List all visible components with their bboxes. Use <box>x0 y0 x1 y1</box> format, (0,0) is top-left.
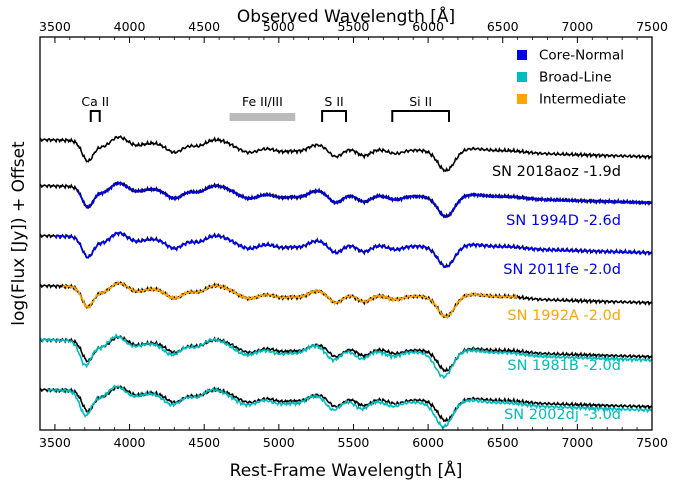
spectrum-line-3 <box>62 280 518 319</box>
x-tick-label-top: 7000 <box>561 19 593 34</box>
x-tick-label-bottom: 4000 <box>114 435 146 450</box>
y-axis-label: log(Flux [Jy]) + Offset <box>9 141 29 326</box>
spectrum-line-2 <box>54 231 653 269</box>
spectrum-label: SN 2018aoz -1.9d <box>492 164 621 180</box>
x-tick-label-top: 6500 <box>487 19 519 34</box>
x-tick-label-top: 4000 <box>114 19 146 34</box>
x-tick-label-bottom: 5000 <box>263 435 295 450</box>
line-id-bar <box>229 113 296 121</box>
legend-swatch <box>517 72 527 82</box>
spectrum-label: SN 1981B -2.0d <box>507 358 621 374</box>
spectrum-line-5 <box>46 384 653 430</box>
spectrum-label: SN 2002dj -3.0d <box>504 407 621 423</box>
line-id-bracket <box>391 110 450 122</box>
x-tick-label-top: 7500 <box>636 19 668 34</box>
spectrum-line-0 <box>39 135 653 173</box>
plot-frame <box>39 36 653 431</box>
spectrum-label: SN 2011fe -2.0d <box>503 262 621 278</box>
legend-label: Core-Normal <box>539 48 624 64</box>
line-id-label: Ca II <box>81 94 109 109</box>
x-tick-label-top: 6000 <box>412 19 444 34</box>
x-tick-label-bottom: 5500 <box>338 435 370 450</box>
legend-swatch <box>517 50 527 60</box>
legend-label: Broad-Line <box>539 70 612 86</box>
x-tick-label-top: 5500 <box>338 19 370 34</box>
legend-swatch <box>517 94 527 104</box>
x-tick-label-bottom: 6000 <box>412 435 444 450</box>
spectrum-label: SN 1992A -2.0d <box>507 308 621 324</box>
spectrum-labels: SN 2018aoz -1.9d SN 1994D -2.6d SN 2011fe … <box>492 164 621 423</box>
spectra-curves <box>39 135 653 430</box>
x-tick-label-bottom: 4500 <box>188 435 220 450</box>
x-tick-label-top: 3500 <box>39 19 71 34</box>
line-identifications: Ca II Fe II/III S II Si II <box>81 94 450 122</box>
x-tick-label-bottom: 3500 <box>39 435 71 450</box>
x-tick-label-bottom: 6500 <box>487 435 519 450</box>
reference-spectrum-line <box>39 181 653 219</box>
line-id-label: Fe II/III <box>242 94 283 109</box>
x-tick-label-bottom: 7500 <box>636 435 668 450</box>
x-tick-label-bottom: 7000 <box>561 435 593 450</box>
x-tick-label-top: 5000 <box>263 19 295 34</box>
x-tick-label-top: 4500 <box>188 19 220 34</box>
spectrum-line-4 <box>39 333 653 380</box>
line-id-label: S II <box>324 94 343 109</box>
line-id-label: Si II <box>409 94 432 109</box>
x-axis-label-bottom: Rest-Frame Wavelength [Å] <box>230 459 463 481</box>
spectrum-line-1 <box>76 181 653 219</box>
legend: Core-Normal Broad-Line Intermediate <box>517 48 626 108</box>
legend-label: Intermediate <box>539 92 626 108</box>
x-axis-label-top: Observed Wavelength [Å] <box>237 5 455 27</box>
axis-ticks: 3500 4000 4500 5000 5500 6000 6500 7000 7500 3500… <box>39 19 668 450</box>
line-id-bracket <box>321 110 347 122</box>
line-id-bracket <box>89 110 101 122</box>
spectrum-label: SN 1994D -2.6d <box>506 213 621 229</box>
